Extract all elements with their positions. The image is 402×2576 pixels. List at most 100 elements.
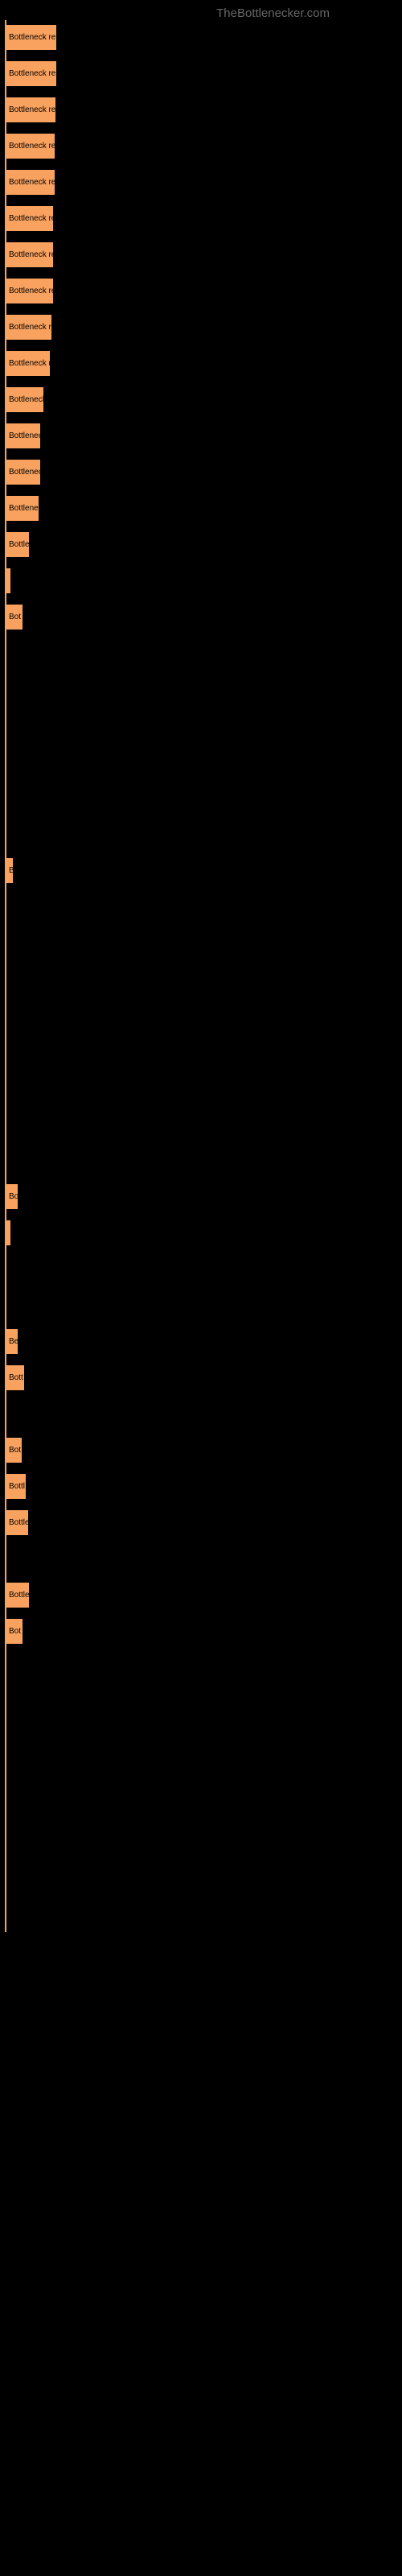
bar-row: Bottleneck re — [5, 310, 402, 346]
chart-bar: Bottle — [5, 532, 29, 557]
bar-label: Bottleneck re — [9, 214, 55, 223]
bar-row — [5, 1107, 402, 1143]
bar-row — [5, 781, 402, 817]
bar-label: B — [9, 866, 14, 875]
bar-label: Bot — [9, 1446, 21, 1455]
bar-row — [5, 1759, 402, 1795]
bar-label: Bottlenec — [9, 504, 43, 513]
bar-row — [5, 672, 402, 708]
chart-bar: Bot — [5, 1619, 23, 1644]
bar-row: Bottleneck — [5, 419, 402, 455]
bar-row — [5, 745, 402, 781]
bar-label: Bott — [9, 1373, 23, 1382]
bar-row — [5, 1686, 402, 1723]
bar-row: Bottlenec — [5, 491, 402, 527]
chart-bar: Bottlenec — [5, 496, 39, 521]
bar-row: Bot — [5, 1614, 402, 1650]
bar-row: Bottleneck — [5, 382, 402, 419]
bar-row: Bottleneck re — [5, 274, 402, 310]
bar-row: Bottleneck re — [5, 129, 402, 165]
bar-row — [5, 708, 402, 745]
bar-row: Bottl — [5, 1469, 402, 1505]
chart-bar: Bottleneck — [5, 460, 40, 485]
bar-label: Bottleneck r — [9, 359, 51, 368]
bar-row: Bottleneck res — [5, 20, 402, 56]
watermark-text: TheBottlenecker.com — [216, 6, 330, 20]
bar-row — [5, 1795, 402, 1831]
chart-bar: Be — [5, 1329, 18, 1354]
chart-bar: Bottleneck res — [5, 97, 55, 122]
bar-label: Bottleneck — [9, 468, 47, 477]
bar-row — [5, 1143, 402, 1179]
bar-row: B — [5, 853, 402, 890]
bar-row — [5, 1542, 402, 1578]
bar-row: Bottleneck — [5, 455, 402, 491]
bar-label: Bottleneck res — [9, 69, 59, 78]
bar-row: Bottleneck re — [5, 237, 402, 274]
chart-bar: Bottleneck r — [5, 351, 50, 376]
bar-row — [5, 998, 402, 1034]
bar-row: Bottleneck re — [5, 201, 402, 237]
bar-row: Bottle — [5, 1505, 402, 1542]
chart-bar: Bottleneck res — [5, 61, 56, 86]
chart-bar: Bottleneck re — [5, 170, 55, 195]
bar-row — [5, 1071, 402, 1107]
chart-bar: Bottleneck re — [5, 279, 53, 303]
bar-label: Bottleneck re — [9, 178, 55, 187]
bar-label: Bo — [9, 1192, 18, 1201]
bar-row: Bo — [5, 1179, 402, 1216]
chart-bar: Bottleneck — [5, 423, 40, 448]
bar-label: Bottle — [9, 540, 30, 549]
bars-area: Bottleneck resBottleneck resBottleneck r… — [5, 20, 402, 1940]
bar-row — [5, 1723, 402, 1759]
bar-label: Bottleneck res — [9, 105, 59, 114]
bar-row — [5, 1904, 402, 1940]
bar-label: Bottle — [9, 1591, 30, 1600]
bar-row: Be — [5, 1324, 402, 1360]
bar-row: Bottle — [5, 527, 402, 564]
chart-bar: Bottleneck re — [5, 242, 53, 267]
footer-area — [0, 1948, 402, 2576]
bar-row — [5, 926, 402, 962]
bar-row: Bottleneck re — [5, 165, 402, 201]
chart-bar: Bottleneck re — [5, 134, 55, 159]
bar-label: Bottleneck re — [9, 250, 55, 259]
chart-bar: B — [5, 858, 13, 883]
bar-row — [5, 564, 402, 600]
chart-bar: Bottleneck — [5, 387, 43, 412]
bar-row — [5, 636, 402, 672]
bar-row: Bottleneck res — [5, 56, 402, 93]
chart-bar: Bottle — [5, 1583, 29, 1608]
bar-label: Bottleneck re — [9, 323, 55, 332]
bar-label: Bottleneck re — [9, 142, 55, 151]
bar-row: Bottle — [5, 1578, 402, 1614]
bar-row: Bot — [5, 1433, 402, 1469]
bar-row: Bott — [5, 1360, 402, 1397]
bar-row — [5, 1831, 402, 1868]
bar-row — [5, 1650, 402, 1686]
bar-row: Bot — [5, 600, 402, 636]
bar-label: Bottleneck re — [9, 287, 55, 295]
bar-label: Bottleneck — [9, 431, 47, 440]
chart-bar — [5, 1220, 10, 1245]
bar-row: Bottleneck res — [5, 93, 402, 129]
chart-bar: Bottleneck re — [5, 206, 53, 231]
bar-row: Bottleneck r — [5, 346, 402, 382]
chart-bar: Bottleneck res — [5, 25, 56, 50]
chart-bar: Bo — [5, 1184, 18, 1209]
bar-row — [5, 1288, 402, 1324]
bar-row — [5, 1252, 402, 1288]
bar-row — [5, 1397, 402, 1433]
chart-container: Bottleneck resBottleneck resBottleneck r… — [0, 0, 402, 1948]
chart-bar: Bot — [5, 605, 23, 630]
bar-label: Bottleneck res — [9, 33, 59, 42]
bar-row — [5, 962, 402, 998]
bar-row — [5, 1216, 402, 1252]
bar-row — [5, 1868, 402, 1904]
bar-label: Bottl — [9, 1482, 25, 1491]
bar-label: Bottle — [9, 1518, 30, 1527]
bar-label: Bot — [9, 613, 21, 621]
bar-row — [5, 817, 402, 853]
bar-label: Be — [9, 1337, 18, 1346]
chart-bar: Bottleneck re — [5, 315, 51, 340]
